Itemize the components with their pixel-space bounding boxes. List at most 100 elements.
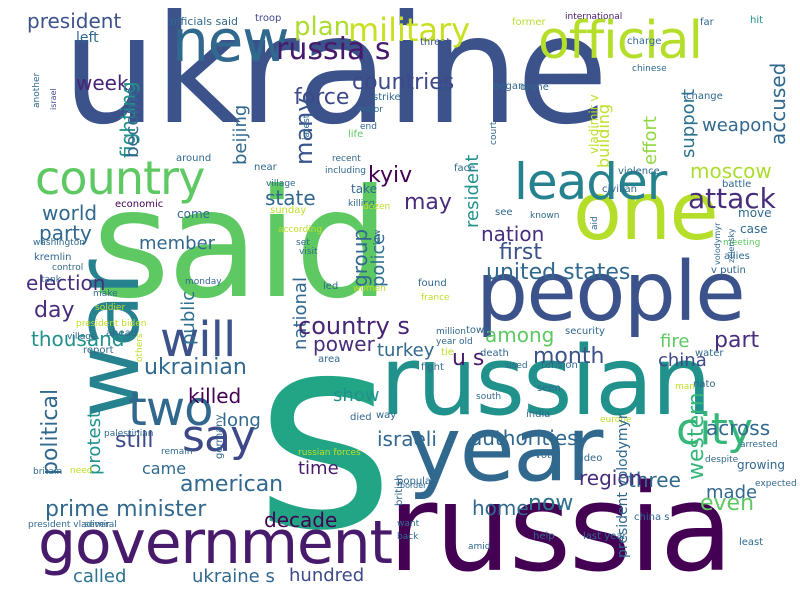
word-economic: economic [115,199,164,210]
word-ahead: ahead [106,328,138,339]
word-effort: effort [640,116,661,165]
word-day: day [34,298,75,323]
word-israel: israel [49,88,58,110]
word-across: across [706,416,771,440]
word-area: area [318,354,341,365]
word-chinese: chinese [632,64,667,74]
word-charge: charge [627,36,662,47]
word-china-s: china s [634,512,670,523]
word-ukrainian: ukrainian [144,355,247,380]
word-russia-s: russia s [276,32,391,67]
word-say: say [182,411,256,462]
word-long: long [222,410,261,431]
word-village: village [266,179,296,189]
word-video: video [575,453,603,464]
word-recent: recent [332,154,361,164]
word-several: several [84,520,117,530]
word-election: election [26,271,106,295]
word-region: region [579,466,643,490]
word-country-s: country s [298,312,410,340]
word-time: time [298,458,339,479]
word-law: law [373,229,383,245]
word-including: including [325,166,366,176]
word-arrested: arrested [740,440,778,450]
word-last-year: last year [583,531,627,542]
word-kremlin: kremlin [34,252,72,263]
word-india: india [526,409,551,420]
word-least: least [739,537,764,548]
word-tension: tension [541,360,578,371]
word-report: report [83,345,114,356]
word-nato: nato [693,379,716,390]
word-former: former [512,17,546,28]
word-death: death [480,348,509,359]
word-authorities: authorities [470,426,578,450]
word-moscow: moscow [690,159,772,183]
word-week: week [76,71,129,95]
word-troop: troop [255,13,282,24]
word-military: military [348,11,471,49]
word-village: village [67,332,97,342]
word-women: women [353,284,386,294]
word-left: left [76,30,99,46]
word-near: near [254,162,277,173]
word-expected: expected [755,479,797,489]
word-volodymyr: volodymyr [713,222,722,265]
word-beijing: beijing [230,104,251,165]
word-officials-said: officials said [170,15,239,28]
word-europe: europe [600,415,632,425]
word-countries: countries [352,70,455,95]
word-government: government [38,508,393,578]
word-russian-forces: russian forces [298,448,361,458]
word-according: according [278,225,323,235]
word-britain: britain [33,467,63,477]
word-three: three [628,468,681,492]
word-despite: despite [705,455,739,465]
word-will: will [160,312,236,368]
word-ukraine: ukraine [62,0,609,158]
word-court: court [489,121,499,145]
word-france: france [421,293,450,303]
word-set: set [296,238,310,248]
word-popular: popular [397,476,436,487]
word-power: power [313,332,375,356]
word-nation: nation [481,222,545,246]
word-member: member [139,233,216,254]
word-germany: germany [214,414,225,459]
word-made: made [706,482,758,503]
word-end: end [360,122,377,132]
word-found: found [418,278,447,289]
word-international: international [565,12,623,22]
word-civilian: civilian [602,184,637,195]
word-china: china [658,350,707,371]
word-another: another [32,72,42,108]
word-dozen: dozen [363,202,391,212]
word-prime-minister: prime minister [45,497,207,522]
word-washington: washington [33,238,85,248]
word-help: help [533,531,555,542]
word-home: home [472,496,529,520]
word-first: first [499,240,542,265]
word-vladimir-v: vladimir v [587,94,601,154]
word-back: back [397,532,419,542]
word-party: party [39,221,92,245]
word-russia: russia [388,460,733,599]
word-tie: tie [441,347,454,358]
word-came: came [142,459,187,478]
word-drone: drone [520,82,549,93]
word-need: need [70,466,93,476]
word-killed: killed [188,384,242,408]
word-latest: latest [302,114,312,140]
word-amid: amid [468,542,491,552]
word-fire: fire [660,331,690,352]
word-western: western [684,392,709,480]
word-threat: threat [420,37,451,48]
word-become: become [122,85,143,158]
word-president-volodymyr: president volodymyr [615,413,631,558]
word-president: president [27,9,122,33]
word-kyiv: kyiv [368,163,413,188]
word-may: may [404,190,452,215]
word-hundred: hundred [289,565,365,586]
word-water: water [695,348,724,359]
word-even: even [700,491,755,516]
